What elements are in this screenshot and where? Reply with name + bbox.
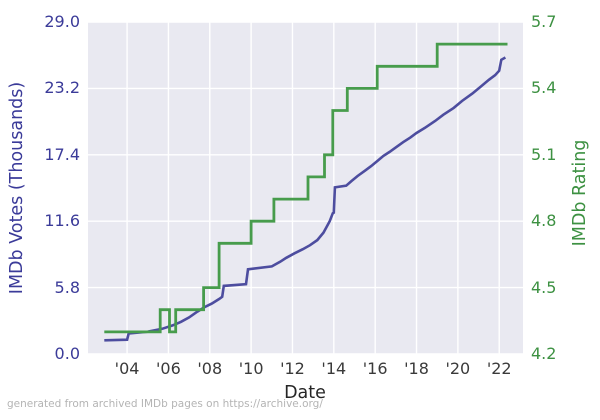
x-tick-label: '18 [404, 359, 429, 378]
rating-step-line [104, 42, 508, 334]
right-axis-title: IMDb Rating [570, 139, 590, 247]
right-tick-label: 4.2 [531, 344, 557, 363]
x-tick-label: '06 [156, 359, 181, 378]
x-tick-label: '10 [238, 359, 264, 378]
x-tick-label: '04 [114, 359, 140, 378]
x-tick-label: '08 [197, 359, 223, 378]
x-tick-label: '14 [321, 359, 347, 378]
left-tick-label: 5.8 [54, 277, 80, 297]
x-tick-label: '20 [445, 359, 471, 378]
x-tick-label: '16 [362, 359, 388, 378]
right-tick-label: 5.7 [531, 12, 557, 31]
left-tick-label: 29.0 [44, 12, 80, 31]
right-tick-label: 4.8 [531, 211, 557, 231]
left-tick-label: 17.4 [44, 144, 80, 164]
source-note: generated from archived IMDb pages on ht… [7, 398, 323, 410]
right-tick-label: 5.4 [531, 78, 557, 98]
x-tick-label: '12 [280, 359, 305, 378]
x-tick-label: '22 [486, 359, 512, 378]
right-tick-label: 5.1 [531, 144, 557, 164]
plot-area [88, 22, 523, 354]
left-tick-label: 11.6 [44, 211, 80, 231]
left-tick-label: 0.0 [54, 344, 80, 363]
left-axis-title: IMDb Votes (Thousands) [7, 81, 27, 295]
left-tick-label: 23.2 [44, 78, 80, 98]
x-axis-title: Date [284, 383, 326, 403]
right-tick-label: 4.5 [531, 277, 557, 297]
chart-canvas [88, 22, 523, 354]
